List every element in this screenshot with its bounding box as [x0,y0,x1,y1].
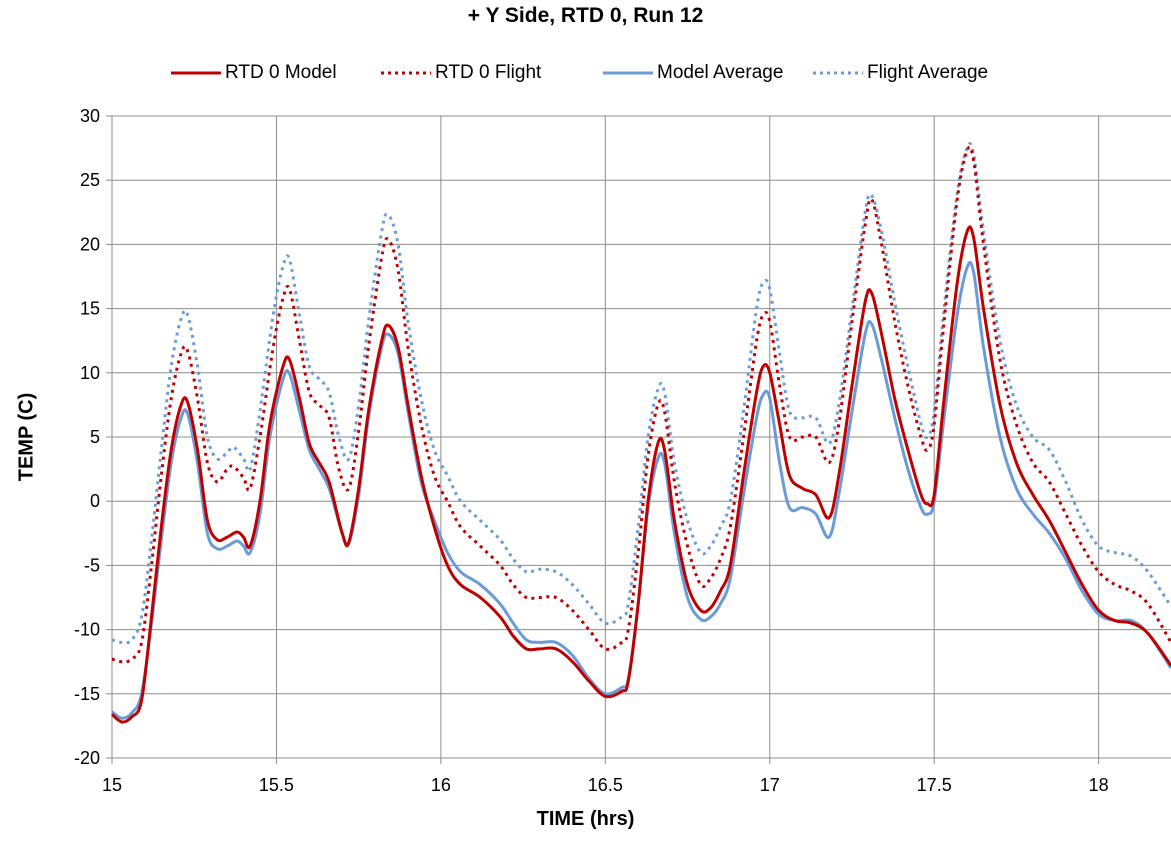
x-tick-label: 18 [1089,775,1109,795]
legend-swatch-dotted-blue [813,71,863,75]
y-tick-label: 10 [80,363,100,383]
legend-label: RTD 0 Model [225,62,337,83]
y-tick-label: -10 [74,620,100,640]
legend-swatch-solid-red [171,71,221,75]
series-line-model-average [111,260,1171,720]
x-tick-label: 17.5 [917,775,952,795]
y-tick-label: -20 [74,748,100,768]
y-tick-label: 30 [80,106,100,126]
chart-title: + Y Side, RTD 0, Run 12 [467,4,704,27]
y-tick-label: 5 [90,427,100,447]
x-tick-label: 15 [102,775,122,795]
legend-item-flight-average: Flight Average [813,60,988,86]
y-tick-label: 25 [80,170,100,190]
legend-item-rtd0-model: RTD 0 Model [171,60,337,86]
x-tick-label: 16.5 [588,775,623,795]
y-tick-label: -15 [74,684,100,704]
x-tick-label: 17 [760,775,780,795]
legend-swatch-solid-blue [603,71,653,75]
y-tick-label: 20 [80,234,100,254]
legend-item-model-average: Model Average [603,60,783,86]
y-tick-label: -5 [84,555,100,575]
y-axis-label: TEMP (C) [15,392,38,482]
series-line-rtd0-model [110,225,1171,724]
x-tick-label: 16 [431,775,451,795]
legend-label: Model Average [657,62,784,83]
legend-item-rtd0-flight: RTD 0 Flight [381,60,541,86]
legend: RTD 0 Model RTD 0 Flight Model Average F… [0,60,1171,86]
y-tick-label: 0 [90,491,100,511]
x-axis-label: TIME (hrs) [536,808,635,830]
legend-label: Flight Average [867,62,989,83]
legend-label: RTD 0 Flight [435,62,542,83]
y-tick-label: 15 [80,299,100,319]
legend-swatch-dotted-red [381,71,431,75]
x-tick-label: 15.5 [259,775,294,795]
